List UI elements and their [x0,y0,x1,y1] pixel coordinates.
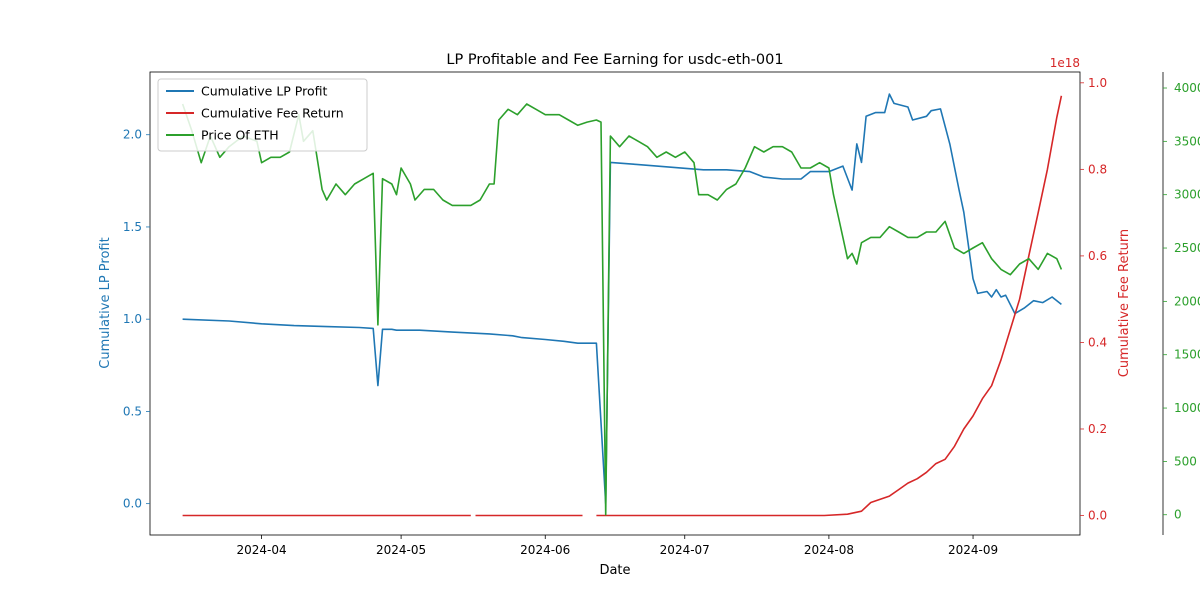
y-right-price-tick-label: 500 [1174,454,1197,468]
series-line-0 [182,93,1062,505]
series-line-1-seg-2 [596,95,1063,517]
y-axis-right-fee-label: Cumulative Fee Return [1117,229,1132,377]
y-right-price-tick-label: 3000 [1174,188,1200,202]
y-left-tick-label: 1.0 [123,312,142,326]
y-right-fee-tick-label: 0.0 [1088,509,1107,523]
y-right-fee-tick-label: 0.4 [1088,335,1107,349]
legend-entry: Price Of ETH [201,128,279,143]
y-right-fee-tick-label: 1.0 [1088,76,1107,90]
y-left-tick-label: 2.0 [123,128,142,142]
y-axis-right-fee: 0.0 0.2 0.4 0.6 0.8 1.0 [1080,76,1107,523]
y-axis-offset-text: 1e18 [1050,56,1080,70]
y-right-price-tick-label: 1500 [1174,348,1200,362]
x-tick-label: 2024-06 [520,543,570,557]
legend-entry: Cumulative Fee Return [201,106,344,121]
y-left-tick-label: 0.5 [123,404,142,418]
y-axis-left-label: Cumulative LP Profit [98,237,113,368]
legend-entry: Cumulative LP Profit [201,84,327,99]
x-tick-label: 2024-09 [948,543,998,557]
plot-frame [149,71,1081,536]
legend: Cumulative LP Profit Cumulative Fee Retur… [157,78,368,152]
x-tick-label: 2024-07 [660,543,710,557]
y-right-price-tick-label: 2000 [1174,294,1200,308]
legend-box [157,78,368,152]
y-right-fee-tick-label: 0.2 [1088,422,1107,436]
y-right-price-tick-label: 2500 [1174,241,1200,255]
chart-title: LP Profitable and Fee Earning for usdc-e… [446,52,783,68]
y-left-tick-label: 0.0 [123,497,142,511]
x-axis: 2024-04 2024-05 2024-06 2024-07 2024-08 2024-… [237,535,998,557]
y-right-fee-tick-label: 0.6 [1088,249,1107,263]
y-right-price-tick-label: 4000 [1174,81,1200,95]
x-tick-label: 2024-04 [237,543,287,557]
x-axis-label: Date [599,563,630,578]
plot-lines [181,93,1063,517]
y-right-fee-tick-label: 0.8 [1088,162,1107,176]
y-right-price-tick-label: 1000 [1174,401,1200,415]
y-left-tick-label: 1.5 [123,220,142,234]
x-tick-label: 2024-05 [376,543,426,557]
y-axis-right-price: 0 500 1000 1500 2000 2500 3000 3500 4000 [1162,72,1200,535]
y-right-price-tick-label: 0 [1174,508,1182,522]
series-line-2 [181,103,1063,516]
y-right-price-tick-label: 3500 [1174,134,1200,148]
x-tick-label: 2024-08 [804,543,854,557]
y-axis-left: 0.0 0.5 1.0 1.5 2.0 [123,128,150,511]
